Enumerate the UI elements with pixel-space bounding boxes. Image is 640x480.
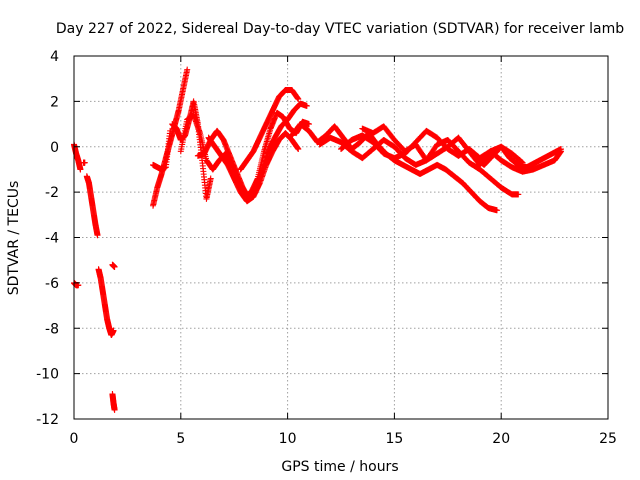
series-s bbox=[472, 143, 565, 171]
x-tick-label: 20 bbox=[492, 431, 510, 447]
data-point bbox=[303, 102, 310, 109]
y-tick-label: 0 bbox=[50, 140, 59, 156]
data-point bbox=[184, 66, 191, 73]
series-n bbox=[237, 87, 302, 173]
series-f bbox=[109, 261, 118, 270]
x-tick-label: 25 bbox=[599, 431, 617, 447]
data-point bbox=[111, 263, 118, 270]
y-tick-labels: -12 -10 -8 -6 -4 -2 0 2 4 bbox=[36, 49, 59, 428]
data-point bbox=[81, 159, 88, 166]
series-e bbox=[95, 266, 117, 339]
y-tick-label: 4 bbox=[50, 49, 59, 65]
y-axis-label: SDTVAR / TECUs bbox=[6, 181, 22, 296]
series-b bbox=[71, 279, 82, 289]
data-point bbox=[305, 121, 312, 128]
data-point bbox=[493, 207, 500, 214]
x-tick-label: 0 bbox=[70, 431, 79, 447]
data-point bbox=[111, 406, 118, 413]
y-tick-label: -12 bbox=[36, 412, 59, 428]
y-tick-label: -6 bbox=[45, 276, 59, 292]
series-c bbox=[80, 159, 88, 166]
data-point bbox=[167, 127, 174, 134]
data-point bbox=[77, 166, 84, 173]
x-tick-labels: 0 5 10 15 20 25 bbox=[70, 431, 617, 447]
data-point bbox=[295, 146, 302, 153]
data-point bbox=[207, 175, 214, 182]
chart-title: Day 227 of 2022, Sidereal Day-to-day VTE… bbox=[56, 21, 624, 37]
data-point bbox=[94, 232, 101, 239]
series-a bbox=[71, 141, 84, 173]
data-series bbox=[71, 66, 565, 413]
y-tick-label: 2 bbox=[50, 94, 59, 110]
data-point bbox=[295, 96, 302, 103]
series-o bbox=[288, 121, 500, 214]
series-m bbox=[205, 130, 302, 205]
y-tick-label: -10 bbox=[36, 367, 59, 383]
x-axis-label: GPS time / hours bbox=[281, 459, 398, 475]
y-tick-label: -8 bbox=[45, 321, 59, 337]
series-g bbox=[109, 391, 118, 413]
grid-lines bbox=[74, 56, 608, 419]
data-point bbox=[110, 327, 117, 334]
x-tick-label: 15 bbox=[385, 431, 403, 447]
series-d bbox=[83, 173, 101, 239]
axis-ticks bbox=[73, 55, 609, 420]
y-tick-label: -2 bbox=[45, 185, 59, 201]
x-tick-label: 5 bbox=[176, 431, 185, 447]
y-tick-label: -4 bbox=[45, 231, 59, 247]
data-point bbox=[558, 146, 565, 153]
x-tick-label: 10 bbox=[279, 431, 297, 447]
data-point bbox=[515, 191, 522, 198]
series-i bbox=[150, 127, 174, 173]
